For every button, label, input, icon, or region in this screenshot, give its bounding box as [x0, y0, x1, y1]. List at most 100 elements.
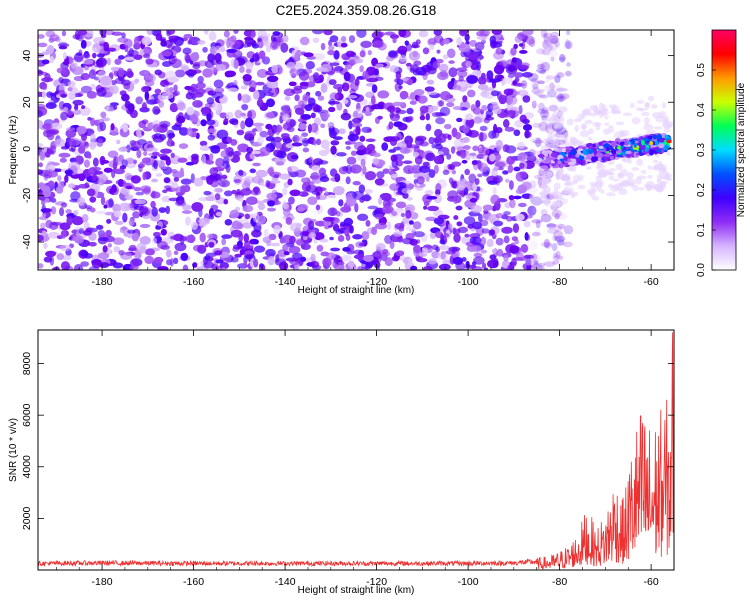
noise-blob	[531, 231, 541, 237]
noise-blob	[233, 79, 238, 86]
noise-blob	[315, 204, 321, 211]
noise-blob	[486, 238, 494, 248]
halo-blob	[660, 164, 667, 170]
noise-blob	[290, 154, 299, 160]
noise-blob	[129, 265, 140, 270]
colorbar: 0.0 0.1 0.2 0.3 0.4 0.5 Normalized spectral a…	[696, 29, 747, 277]
noise-blob	[70, 62, 78, 69]
noise-blob	[279, 261, 289, 270]
halo-blob	[629, 102, 635, 109]
noise-blob	[466, 74, 479, 84]
noise-blob	[463, 216, 476, 225]
noise-blob	[57, 175, 62, 182]
halo-blob	[563, 186, 570, 195]
noise-blob	[552, 259, 560, 265]
noise-blob	[168, 197, 180, 202]
noise-blob	[437, 252, 449, 261]
noise-blob	[426, 91, 438, 96]
noise-blob	[472, 116, 483, 124]
noise-blob	[197, 40, 206, 45]
noise-blob	[305, 184, 318, 193]
noise-blob	[431, 143, 436, 149]
noise-blob	[127, 49, 139, 57]
noise-blob	[151, 190, 156, 199]
noise-blob	[209, 167, 219, 176]
noise-blob	[516, 152, 528, 162]
noise-blob	[330, 247, 341, 252]
noise-blob	[181, 65, 190, 72]
noise-blob	[522, 71, 533, 78]
noise-blob	[348, 35, 356, 43]
noise-blob	[100, 196, 106, 206]
halo-blob	[627, 156, 632, 165]
noise-blob	[64, 169, 74, 175]
noise-blob	[169, 102, 179, 113]
noise-blob	[474, 41, 485, 51]
noise-blob	[533, 121, 538, 129]
noise-blob	[202, 46, 208, 53]
halo-blob	[558, 110, 564, 118]
signal-blob	[591, 156, 597, 163]
noise-blob	[231, 189, 237, 195]
noise-blob	[141, 86, 149, 93]
noise-blob	[267, 128, 275, 137]
signal-blob	[649, 149, 654, 156]
noise-blob	[233, 30, 239, 35]
noise-blob	[525, 258, 532, 266]
noise-blob	[294, 107, 305, 115]
noise-blob	[96, 87, 107, 97]
y-tick-label: -40	[21, 234, 33, 249]
noise-blob	[538, 121, 548, 132]
noise-blob	[46, 91, 53, 98]
noise-blob	[50, 197, 57, 203]
halo-blob	[576, 141, 585, 145]
halo-blob	[645, 180, 655, 189]
noise-blob	[256, 98, 264, 108]
noise-blob	[333, 50, 340, 60]
noise-blob	[557, 241, 568, 246]
noise-blob	[205, 159, 214, 165]
noise-blob	[388, 121, 394, 130]
noise-blob	[175, 200, 187, 207]
noise-blob	[438, 100, 445, 107]
noise-blob	[341, 82, 350, 92]
halo-blob	[665, 120, 674, 128]
noise-blob	[237, 92, 242, 101]
noise-blob	[289, 235, 296, 244]
noise-blob	[200, 106, 212, 115]
noise-blob	[145, 58, 154, 65]
noise-blob	[199, 232, 206, 243]
noise-blob	[555, 87, 568, 92]
noise-blob	[358, 184, 366, 194]
noise-blob	[214, 250, 223, 256]
noise-blob	[345, 145, 351, 150]
noise-blob	[489, 35, 496, 45]
noise-blob	[221, 174, 228, 180]
noise-blob	[245, 68, 252, 74]
noise-blob	[38, 263, 44, 269]
noise-blob	[525, 35, 535, 45]
noise-blob	[531, 87, 541, 95]
halo-blob	[604, 122, 610, 126]
noise-blob	[46, 44, 55, 54]
noise-blob	[209, 66, 217, 73]
noise-blob	[221, 267, 226, 270]
noise-blob	[275, 125, 281, 136]
noise-blob	[416, 176, 425, 185]
noise-blob	[97, 252, 110, 260]
noise-blob	[387, 105, 396, 113]
halo-blob	[560, 117, 565, 123]
noise-blob	[540, 241, 553, 247]
noise-blob	[359, 135, 366, 142]
noise-blob	[298, 100, 304, 107]
noise-blob	[119, 202, 131, 212]
noise-blob	[477, 84, 489, 90]
noise-blob	[218, 179, 230, 188]
noise-blob	[507, 109, 519, 119]
noise-blob	[555, 71, 562, 80]
noise-blob	[537, 177, 543, 186]
noise-blob	[371, 103, 384, 110]
noise-blob	[541, 107, 549, 115]
halo-blob	[610, 105, 620, 114]
noise-blob	[472, 145, 479, 152]
